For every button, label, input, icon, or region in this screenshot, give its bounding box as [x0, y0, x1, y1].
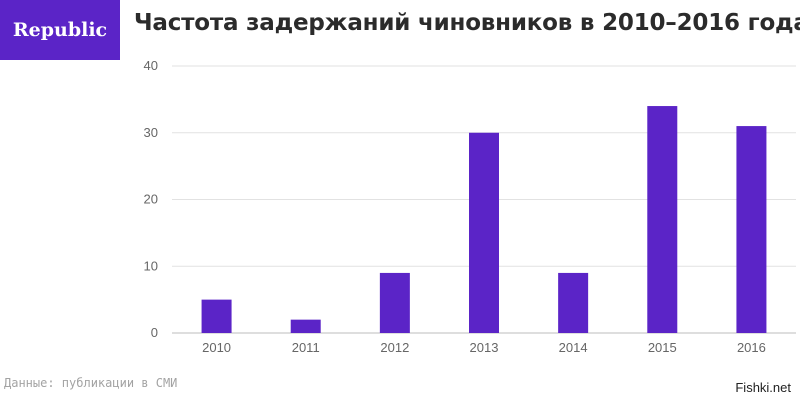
- y-axis-ticks: 0 10 20 30 40: [144, 58, 158, 340]
- y-tick-label: 40: [144, 58, 158, 73]
- x-tick-label: 2010: [202, 340, 231, 355]
- x-tick-label: 2011: [292, 340, 320, 355]
- bar-2012: [379, 272, 410, 333]
- x-axis-ticks: 2010 2011 2012 2013 2014 2015 2016: [202, 340, 766, 355]
- bar-2014: [558, 272, 589, 333]
- chart-title: Частота задержаний чиновников в 2010–201…: [134, 10, 800, 36]
- x-tick-label: 2016: [737, 340, 766, 355]
- x-tick-label: 2012: [380, 340, 409, 355]
- bar-2011: [290, 319, 321, 333]
- source-note: Данные: публикации в СМИ: [4, 376, 178, 390]
- y-tick-label: 10: [144, 258, 158, 273]
- x-tick-label: 2014: [559, 340, 588, 355]
- y-tick-label: 0: [151, 325, 158, 340]
- bar-2013: [469, 132, 499, 333]
- bar-2015: [647, 106, 678, 333]
- bar-2016: [736, 126, 767, 333]
- bars: [201, 106, 767, 333]
- x-tick-label: 2015: [648, 340, 677, 355]
- x-tick-label: 2013: [470, 340, 499, 355]
- y-tick-label: 30: [144, 125, 158, 140]
- bar-2010: [201, 299, 232, 333]
- y-tick-label: 20: [144, 192, 158, 207]
- republic-logo: Republic: [0, 0, 120, 60]
- watermark: Fishki.net: [732, 379, 794, 396]
